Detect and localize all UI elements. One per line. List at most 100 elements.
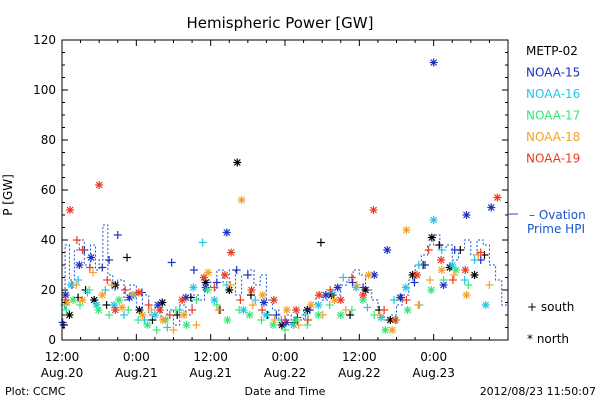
point-noaa-18-south <box>248 301 257 309</box>
point-metp-02-south <box>123 253 132 262</box>
x-tick-time: 0:00 <box>272 350 299 364</box>
marker-legend: + south * north <box>527 300 574 346</box>
point-noaa-17-south <box>281 326 289 334</box>
point-noaa-17-south <box>134 316 143 324</box>
point-metp-02-north <box>233 158 242 167</box>
ovation-hpi-series <box>62 224 508 326</box>
point-noaa-19-north <box>66 206 75 214</box>
point-metp-02-south <box>173 311 182 319</box>
point-noaa-19-north <box>247 286 256 294</box>
footer-plot-credit: Plot: CCMC <box>5 385 66 398</box>
point-noaa-17-north <box>143 321 152 329</box>
point-noaa-19-south <box>121 286 130 294</box>
legend-metp-02: METP-02 <box>526 44 578 58</box>
legend-noaa-18: NOAA-18 <box>526 130 580 144</box>
point-noaa-18-north <box>204 268 213 277</box>
point-noaa-18-south <box>341 306 350 314</box>
point-noaa-18-north <box>98 291 107 299</box>
x-tick-date: Aug.21 <box>115 366 158 380</box>
point-noaa-15-north <box>222 228 231 237</box>
point-noaa-15-north <box>396 293 405 302</box>
y-tick-label: 120 <box>33 33 56 47</box>
point-noaa-16-north <box>481 301 490 309</box>
point-noaa-19-north <box>369 206 378 214</box>
point-noaa-16-north <box>448 261 457 269</box>
point-noaa-18-north <box>402 226 411 234</box>
point-noaa-17-south <box>325 301 334 309</box>
point-noaa-18-north <box>138 311 147 319</box>
point-noaa-15-south <box>105 256 114 264</box>
point-noaa-15-south <box>167 258 176 267</box>
point-noaa-15-south <box>305 306 314 314</box>
point-noaa-19-north <box>461 266 470 274</box>
point-noaa-18-south <box>352 281 361 289</box>
footer-timestamp: 2012/08/23 11:50:07 <box>480 385 596 398</box>
point-noaa-16-north <box>239 306 248 314</box>
point-noaa-17-north <box>381 326 390 334</box>
point-noaa-19-south <box>165 311 174 319</box>
point-noaa-19-north <box>336 296 345 304</box>
point-noaa-17-north <box>451 266 460 274</box>
point-noaa-17-south <box>212 301 221 309</box>
x-tick-time: 12:00 <box>193 350 228 364</box>
point-noaa-18-south <box>294 321 303 329</box>
satellite-legend: METP-02 NOAA-15 NOAA-16 NOAA-17 NOAA-18 NOAA-… <box>526 44 580 166</box>
marker-legend-south: + south <box>527 300 574 314</box>
point-noaa-15-south <box>348 278 357 287</box>
point-noaa-17-south <box>235 306 244 314</box>
point-noaa-17-north <box>94 306 103 314</box>
marker-legend-north: * north <box>527 332 569 346</box>
point-noaa-18-south <box>414 301 423 309</box>
point-noaa-17-north <box>114 296 123 304</box>
point-noaa-18-south <box>375 311 384 319</box>
point-noaa-19-south <box>72 236 81 244</box>
chart-title: Hemispheric Power [GW] <box>187 14 374 32</box>
point-metp-02-south <box>346 311 355 319</box>
point-noaa-17-south <box>171 306 180 314</box>
point-noaa-19-south <box>188 306 197 314</box>
point-noaa-19-north <box>199 273 208 282</box>
point-metp-02-south <box>102 301 111 309</box>
x-axis-label: Date and Time <box>245 385 326 398</box>
point-noaa-16-south <box>339 273 348 282</box>
legend-noaa-19: NOAA-19 <box>526 152 580 166</box>
point-noaa-15-north <box>383 246 392 254</box>
point-noaa-18-north <box>462 291 471 299</box>
point-noaa-17-north <box>359 296 368 304</box>
point-noaa-19-south <box>78 246 87 254</box>
point-noaa-17-north <box>269 321 278 329</box>
point-noaa-18-south <box>270 316 279 324</box>
point-noaa-17-north <box>403 306 412 314</box>
point-metp-02-south <box>435 241 444 249</box>
point-noaa-17-south <box>152 326 161 334</box>
point-noaa-16-south <box>414 261 423 269</box>
point-noaa-19-north <box>227 248 236 257</box>
x-tick-time: 12:00 <box>45 350 80 364</box>
point-noaa-15-south <box>272 311 281 319</box>
point-noaa-15-north <box>259 298 268 307</box>
point-noaa-15-south <box>410 278 419 287</box>
y-tick-label: 20 <box>41 283 56 297</box>
point-noaa-19-north <box>412 271 421 279</box>
point-noaa-18-north <box>158 316 167 324</box>
point-noaa-15-north <box>429 58 438 67</box>
point-noaa-15-south <box>113 231 122 239</box>
point-noaa-18-north <box>307 301 316 309</box>
point-noaa-15-south <box>359 283 368 292</box>
point-noaa-18-south <box>147 306 156 314</box>
point-noaa-18-north <box>78 296 87 304</box>
point-noaa-19-south <box>144 301 153 309</box>
point-noaa-18-south <box>72 281 81 289</box>
point-noaa-17-south <box>124 306 133 314</box>
y-axis: 0 20 40 60 80 100 120 <box>33 33 508 347</box>
point-noaa-19-north <box>359 291 368 299</box>
x-tick-date: Aug.21 <box>189 366 232 380</box>
point-noaa-19-south <box>448 276 457 284</box>
point-noaa-19-north <box>155 306 164 314</box>
ovation-hpi-line <box>62 224 508 326</box>
y-tick-label: 100 <box>33 83 56 97</box>
point-noaa-17-south <box>464 281 473 289</box>
y-axis-label: P [GW] <box>1 174 15 216</box>
point-noaa-15-south <box>98 263 107 272</box>
point-noaa-17-north <box>292 316 301 324</box>
